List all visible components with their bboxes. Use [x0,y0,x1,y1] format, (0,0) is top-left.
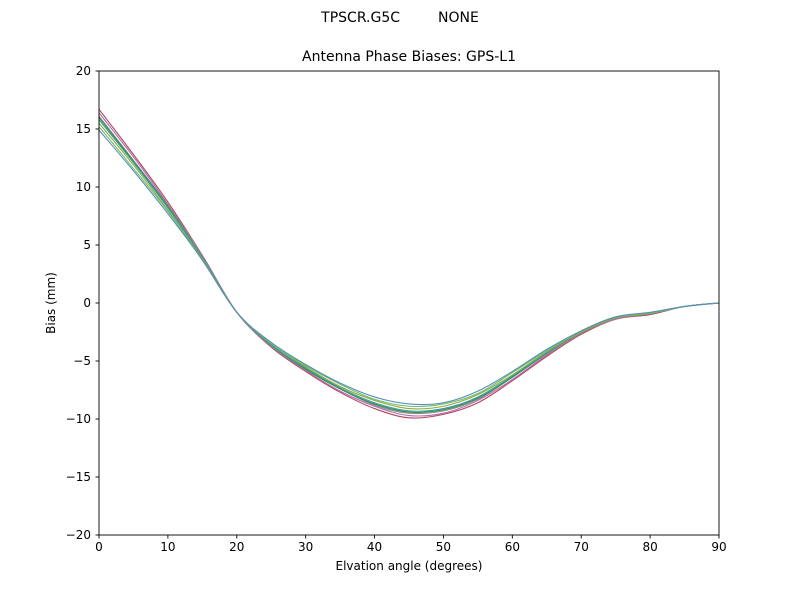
bias-curve-5 [98,119,720,412]
x-tick-label: 0 [95,540,103,554]
figure-suptitle: TPSCR.G5C NONE [0,10,800,26]
suptitle-antenna-name: TPSCR.G5C [321,10,401,26]
bias-curve-1 [98,108,720,419]
x-tick-label: 30 [298,540,313,554]
bias-curve-4 [98,116,720,413]
y-tick-label: 0 [83,296,91,310]
suptitle-dome-name: NONE [438,10,479,26]
x-tick-label: 50 [436,540,451,554]
series-lines [98,108,720,419]
y-tick-label: 10 [76,180,91,194]
x-tick-label: 70 [574,540,589,554]
bias-curve-2 [98,112,720,417]
x-axis-label: Elvation angle (degrees) [335,559,483,573]
axes-box [98,70,720,536]
bias-curve-3 [98,115,720,415]
x-tick-label: 60 [505,540,520,554]
x-tick-label: 10 [160,540,175,554]
y-tick-label: −15 [66,470,91,484]
bias-curve-8 [98,129,720,406]
bias-curve-7 [98,126,720,408]
x-tick-label: 40 [367,540,382,554]
x-axis-ticks: 0 10 20 30 40 50 60 70 80 90 [95,535,727,554]
x-tick-label: 90 [711,540,726,554]
chart-title: Antenna Phase Biases: GPS-L1 [302,49,516,65]
y-tick-label: 15 [76,122,91,136]
x-tick-label: 80 [642,540,657,554]
y-tick-label: −5 [73,354,91,368]
bias-curve-6 [98,122,720,410]
y-tick-label: 5 [83,238,91,252]
y-tick-label: −20 [66,528,91,542]
y-axis-ticks: −20 −15 −10 −5 0 5 10 15 20 [66,64,99,542]
x-tick-label: 20 [229,540,244,554]
y-tick-label: −10 [66,412,91,426]
y-tick-label: 20 [76,64,91,78]
